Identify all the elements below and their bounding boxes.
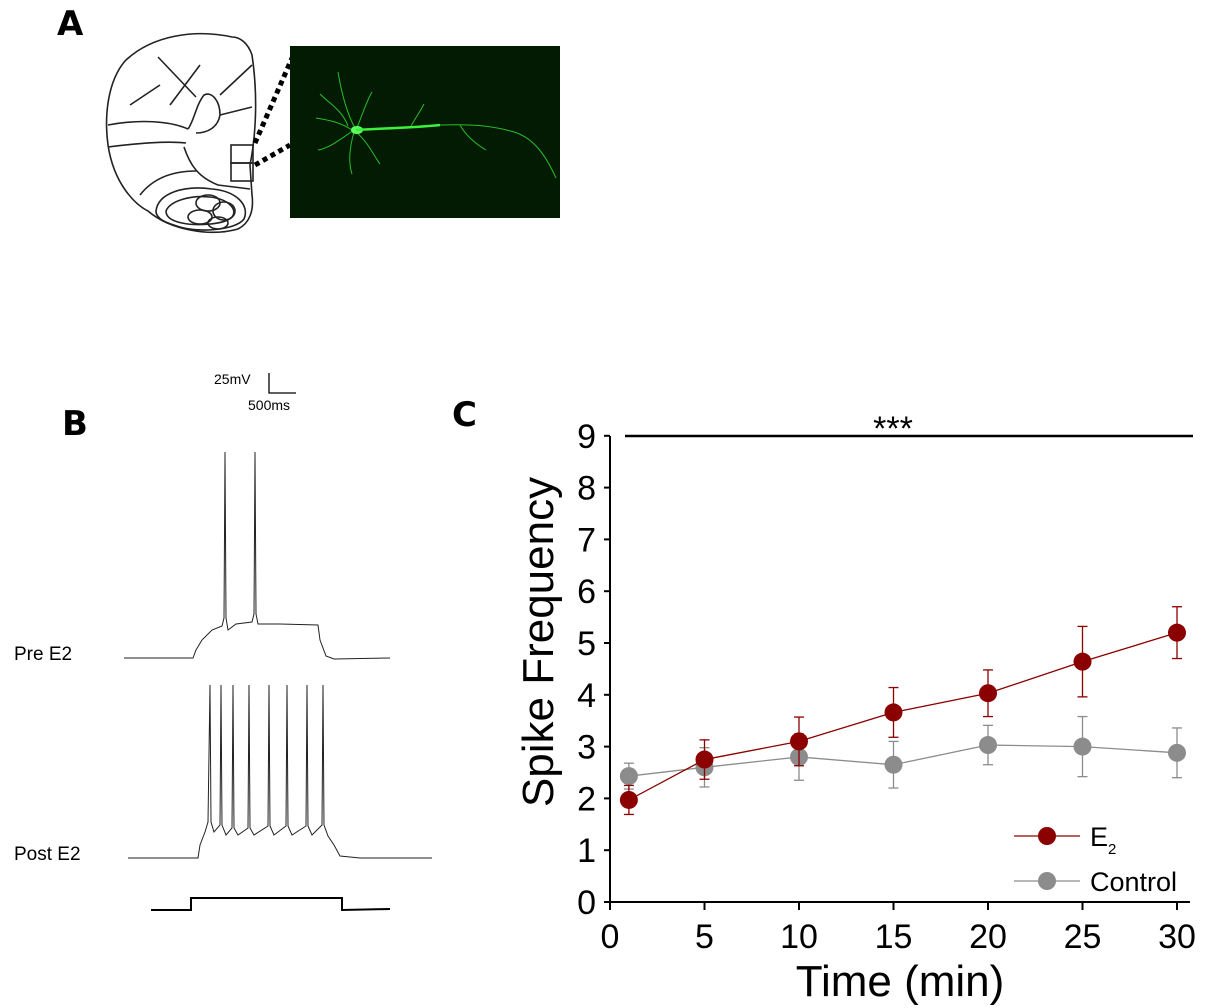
x-axis-label: Time (min) [796, 957, 1005, 1006]
series-e [619, 606, 1186, 816]
y-tick-label: 9 [577, 418, 596, 456]
legend-label: E2 [1090, 822, 1116, 858]
brain-slice-diagram [105, 32, 299, 234]
data-point [790, 732, 808, 751]
scale-voltage-label: 25mV [214, 371, 251, 387]
data-point [1168, 623, 1186, 642]
legend: E2 Control [1014, 822, 1177, 897]
legend-marker [1038, 872, 1056, 890]
x-tick-label: 20 [969, 918, 1007, 956]
y-tick-label: 3 [577, 729, 596, 767]
data-point [884, 703, 903, 722]
data-point [695, 750, 714, 769]
data-point [1073, 652, 1092, 671]
data-point [979, 684, 997, 703]
y-tick-label: 5 [577, 625, 596, 663]
trace-label-pre: Pre E2 [14, 644, 73, 665]
pre-e2-trace [124, 451, 391, 660]
y-tick-label: 2 [577, 780, 596, 818]
y-axis-label: Spike Frequency [514, 477, 563, 807]
scale-time-label: 500ms [248, 397, 291, 413]
x-tick-label: 25 [1064, 918, 1102, 956]
panel-c-label: C [452, 395, 477, 435]
x-tick-label: 10 [780, 918, 818, 956]
data-point [884, 755, 903, 774]
series-line [628, 632, 1178, 801]
y-tick-label: 0 [577, 884, 596, 922]
x-tick-label: 15 [875, 918, 913, 956]
voltage-traces [124, 451, 432, 912]
x-tick-label: 0 [601, 918, 620, 956]
panel-b-label: B [62, 404, 88, 444]
scale-bar [268, 373, 296, 394]
y-tick-label: 8 [577, 470, 596, 508]
data-point [619, 790, 638, 809]
data-point [619, 767, 638, 786]
x-tick-label: 30 [1158, 918, 1196, 956]
y-tick-label: 6 [577, 573, 596, 611]
legend-label: Control [1090, 867, 1177, 897]
neuron-fluorescence-image [290, 46, 560, 218]
panel-a-label: A [57, 4, 84, 44]
y-tick-label: 1 [577, 832, 596, 870]
legend-subscript: 2 [1108, 841, 1116, 858]
y-tick-label: 7 [577, 521, 596, 559]
data-point [1168, 743, 1186, 762]
significance-label: *** [873, 410, 913, 448]
y-tick-label: 4 [577, 677, 596, 715]
post-e2-trace [128, 684, 432, 859]
stimulus-trace [151, 897, 391, 912]
x-tick-label: 5 [695, 918, 714, 956]
trace-label-post: Post E2 [14, 844, 81, 865]
data-point [979, 736, 997, 755]
data-point [1073, 737, 1092, 756]
legend-marker [1038, 827, 1056, 845]
